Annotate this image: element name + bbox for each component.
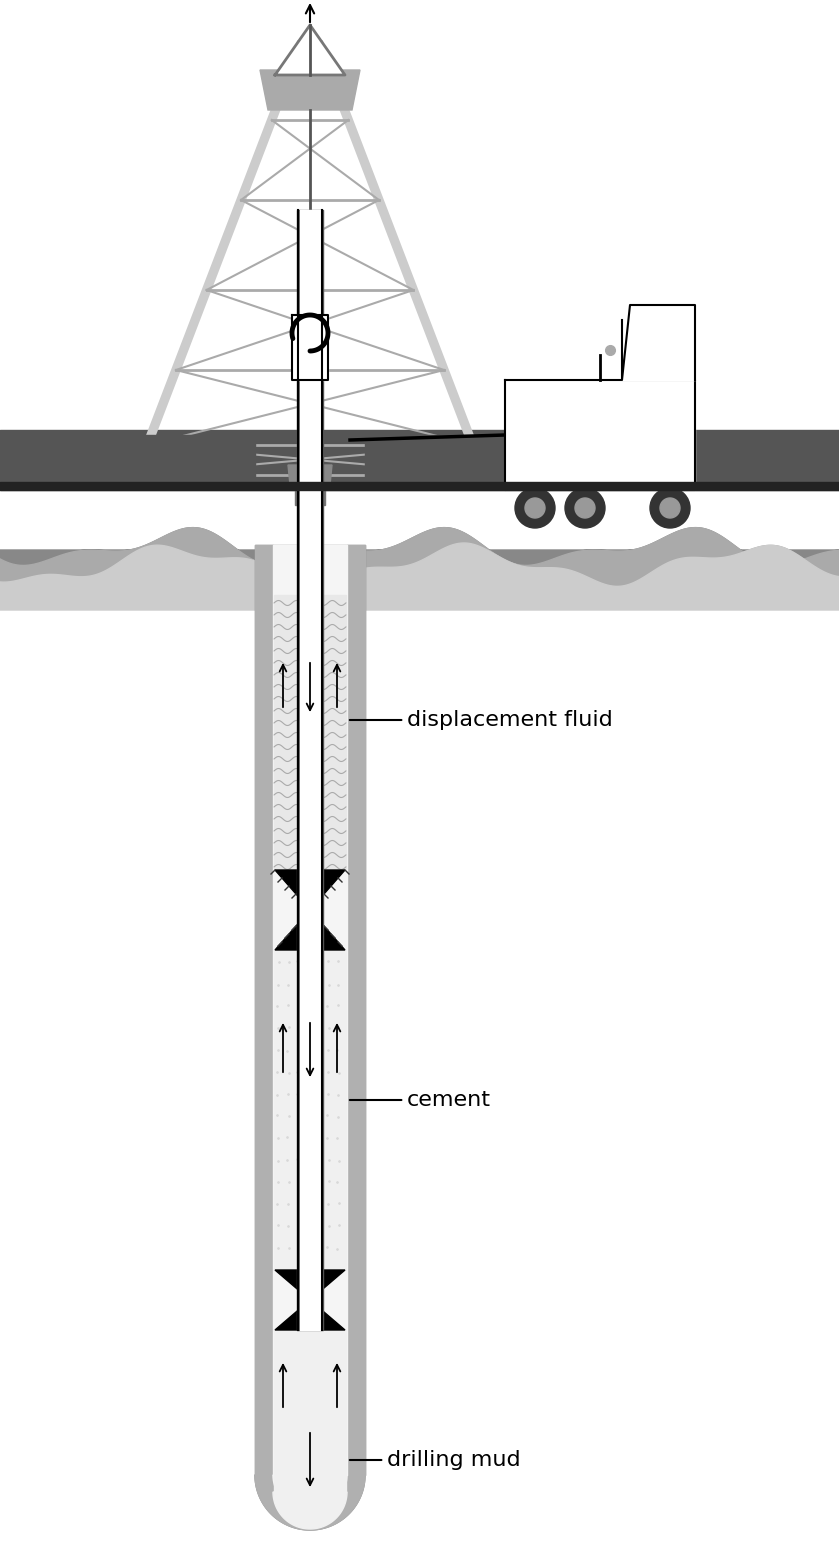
Text: drilling mud: drilling mud: [350, 1449, 521, 1470]
Circle shape: [575, 498, 595, 519]
Polygon shape: [275, 1269, 345, 1301]
Polygon shape: [275, 25, 345, 75]
Polygon shape: [622, 306, 695, 381]
Polygon shape: [295, 486, 325, 505]
Polygon shape: [275, 870, 345, 910]
Circle shape: [650, 487, 690, 528]
Polygon shape: [255, 1475, 365, 1529]
Circle shape: [525, 498, 545, 519]
Circle shape: [515, 487, 555, 528]
Text: displacement fluid: displacement fluid: [350, 710, 612, 730]
Polygon shape: [275, 1301, 345, 1330]
Circle shape: [565, 487, 605, 528]
Polygon shape: [125, 41, 307, 490]
Polygon shape: [275, 910, 345, 950]
Polygon shape: [273, 1492, 347, 1529]
Polygon shape: [288, 465, 332, 486]
Polygon shape: [255, 1475, 365, 1529]
Text: cement: cement: [350, 1091, 491, 1109]
Polygon shape: [273, 1475, 347, 1512]
Circle shape: [660, 498, 680, 519]
Polygon shape: [313, 41, 495, 490]
Polygon shape: [505, 381, 695, 490]
Polygon shape: [292, 315, 328, 381]
Polygon shape: [260, 71, 360, 110]
